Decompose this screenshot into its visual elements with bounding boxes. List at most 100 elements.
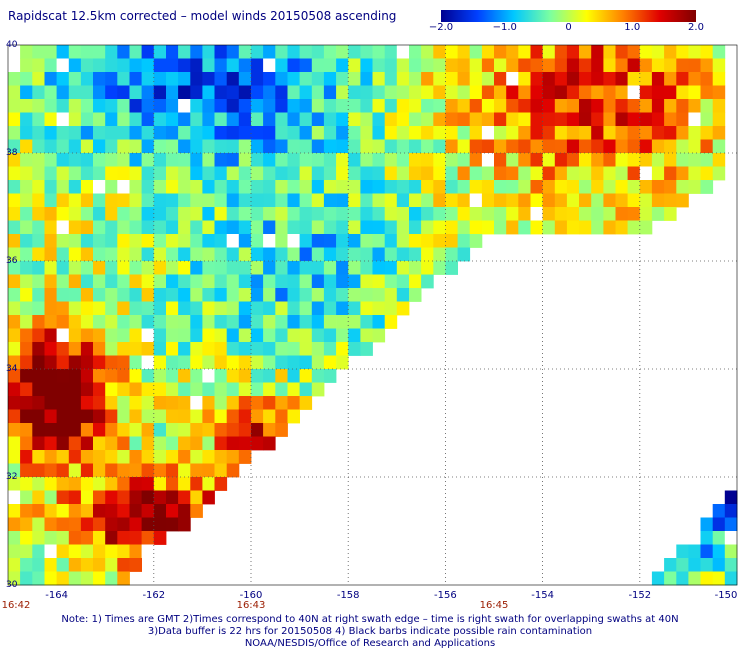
wind-difference-cell [214, 166, 228, 181]
wind-difference-cell [20, 301, 33, 316]
wind-difference-cell [299, 234, 313, 248]
wind-difference-cell [299, 72, 313, 86]
wind-difference-cell [141, 436, 155, 451]
wind-difference-cell [336, 45, 349, 59]
wind-difference-cell [238, 247, 252, 262]
wind-difference-cell [214, 355, 228, 370]
wind-difference-cell [651, 99, 665, 113]
wind-difference-cell [542, 193, 556, 208]
wind-difference-cell [275, 166, 288, 181]
wind-difference-cell [275, 207, 288, 221]
wind-difference-cell [20, 558, 33, 572]
wind-difference-cell [190, 139, 203, 154]
wind-difference-cell [263, 45, 276, 59]
wind-difference-cell [56, 342, 70, 356]
wind-difference-cell [554, 207, 568, 221]
wind-difference-cell [105, 45, 118, 59]
wind-difference-cell [263, 139, 276, 154]
wind-difference-cell [32, 450, 45, 464]
wind-difference-cell [20, 477, 33, 491]
wind-difference-cell [506, 180, 519, 194]
wind-difference-cell [80, 301, 94, 316]
wind-difference-cell [676, 85, 689, 100]
wind-difference-cell [20, 288, 33, 302]
wind-difference-cell [68, 423, 82, 437]
wind-difference-cell [80, 220, 94, 235]
wind-difference-cell [384, 207, 398, 221]
wind-difference-cell [348, 301, 361, 316]
wind-difference-cell [226, 193, 240, 208]
wind-difference-cell [724, 490, 738, 505]
wind-difference-cell [226, 139, 240, 154]
wind-difference-cell [700, 85, 714, 100]
wind-difference-cell [433, 58, 446, 73]
wind-difference-cell [190, 126, 203, 140]
wind-difference-cell [93, 45, 106, 59]
wind-difference-cell [591, 126, 604, 140]
wind-difference-cell [323, 72, 337, 86]
wind-difference-cell [506, 153, 519, 167]
wind-difference-cell [141, 153, 155, 167]
wind-difference-cell [44, 396, 57, 410]
wind-difference-cell [615, 99, 628, 113]
wind-difference-cell [178, 207, 191, 221]
wind-difference-cell [409, 288, 422, 302]
wind-difference-cell [263, 261, 276, 275]
wind-difference-cell [591, 220, 604, 235]
colorbar-tick-label: 0 [565, 22, 572, 33]
wind-difference-cell [299, 301, 313, 316]
wind-difference-cell [396, 180, 410, 194]
wind-difference-cell [166, 220, 179, 235]
wind-difference-cell [80, 571, 94, 586]
wind-difference-cell [323, 58, 337, 73]
wind-difference-cell [238, 342, 252, 356]
wind-difference-cell [396, 274, 410, 289]
wind-difference-cell [117, 193, 130, 208]
wind-difference-cell [615, 153, 628, 167]
wind-difference-cell [214, 247, 228, 262]
wind-difference-cell [226, 342, 240, 356]
wind-difference-cell [129, 463, 142, 478]
wind-difference-cell [105, 382, 118, 397]
wind-difference-cell [20, 382, 33, 397]
wind-difference-cell [348, 126, 361, 140]
wind-difference-cell [178, 477, 191, 491]
wind-difference-cell [700, 166, 714, 181]
wind-difference-cell [360, 288, 373, 302]
wind-difference-cell [80, 139, 94, 154]
wind-difference-cell [93, 571, 106, 586]
wind-difference-cell [153, 504, 167, 518]
wind-difference-cell [360, 301, 373, 316]
wind-difference-cell [166, 274, 179, 289]
wind-difference-cell [141, 58, 155, 73]
wind-difference-cell [80, 477, 94, 491]
colorbar [441, 10, 696, 22]
wind-difference-cell [311, 139, 325, 154]
wind-difference-cell [226, 328, 240, 343]
wind-difference-cell [105, 274, 118, 289]
wind-difference-cell [8, 382, 21, 397]
wind-difference-cell [117, 544, 130, 559]
wind-difference-cell [469, 72, 483, 86]
wind-difference-cell [348, 207, 361, 221]
wind-difference-cell [8, 126, 21, 140]
wind-difference-cell [32, 396, 45, 410]
wind-difference-cell [494, 85, 507, 100]
wind-difference-cell [372, 220, 386, 235]
wind-difference-cell [530, 45, 543, 59]
wind-difference-cell [202, 328, 215, 343]
wind-difference-cell [202, 166, 215, 181]
wind-difference-cell [238, 193, 252, 208]
wind-difference-cell [105, 207, 118, 221]
wind-difference-cell [566, 153, 580, 167]
wind-difference-cell [712, 139, 726, 154]
wind-difference-cell [153, 436, 167, 451]
wind-difference-cell [700, 99, 714, 113]
wind-difference-cell [639, 112, 653, 127]
wind-difference-cell [105, 558, 118, 572]
wind-difference-cell [566, 112, 580, 127]
wind-difference-cell [506, 220, 519, 235]
wind-difference-cell [20, 247, 33, 262]
wind-difference-cell [8, 328, 21, 343]
wind-difference-cell [348, 85, 361, 100]
